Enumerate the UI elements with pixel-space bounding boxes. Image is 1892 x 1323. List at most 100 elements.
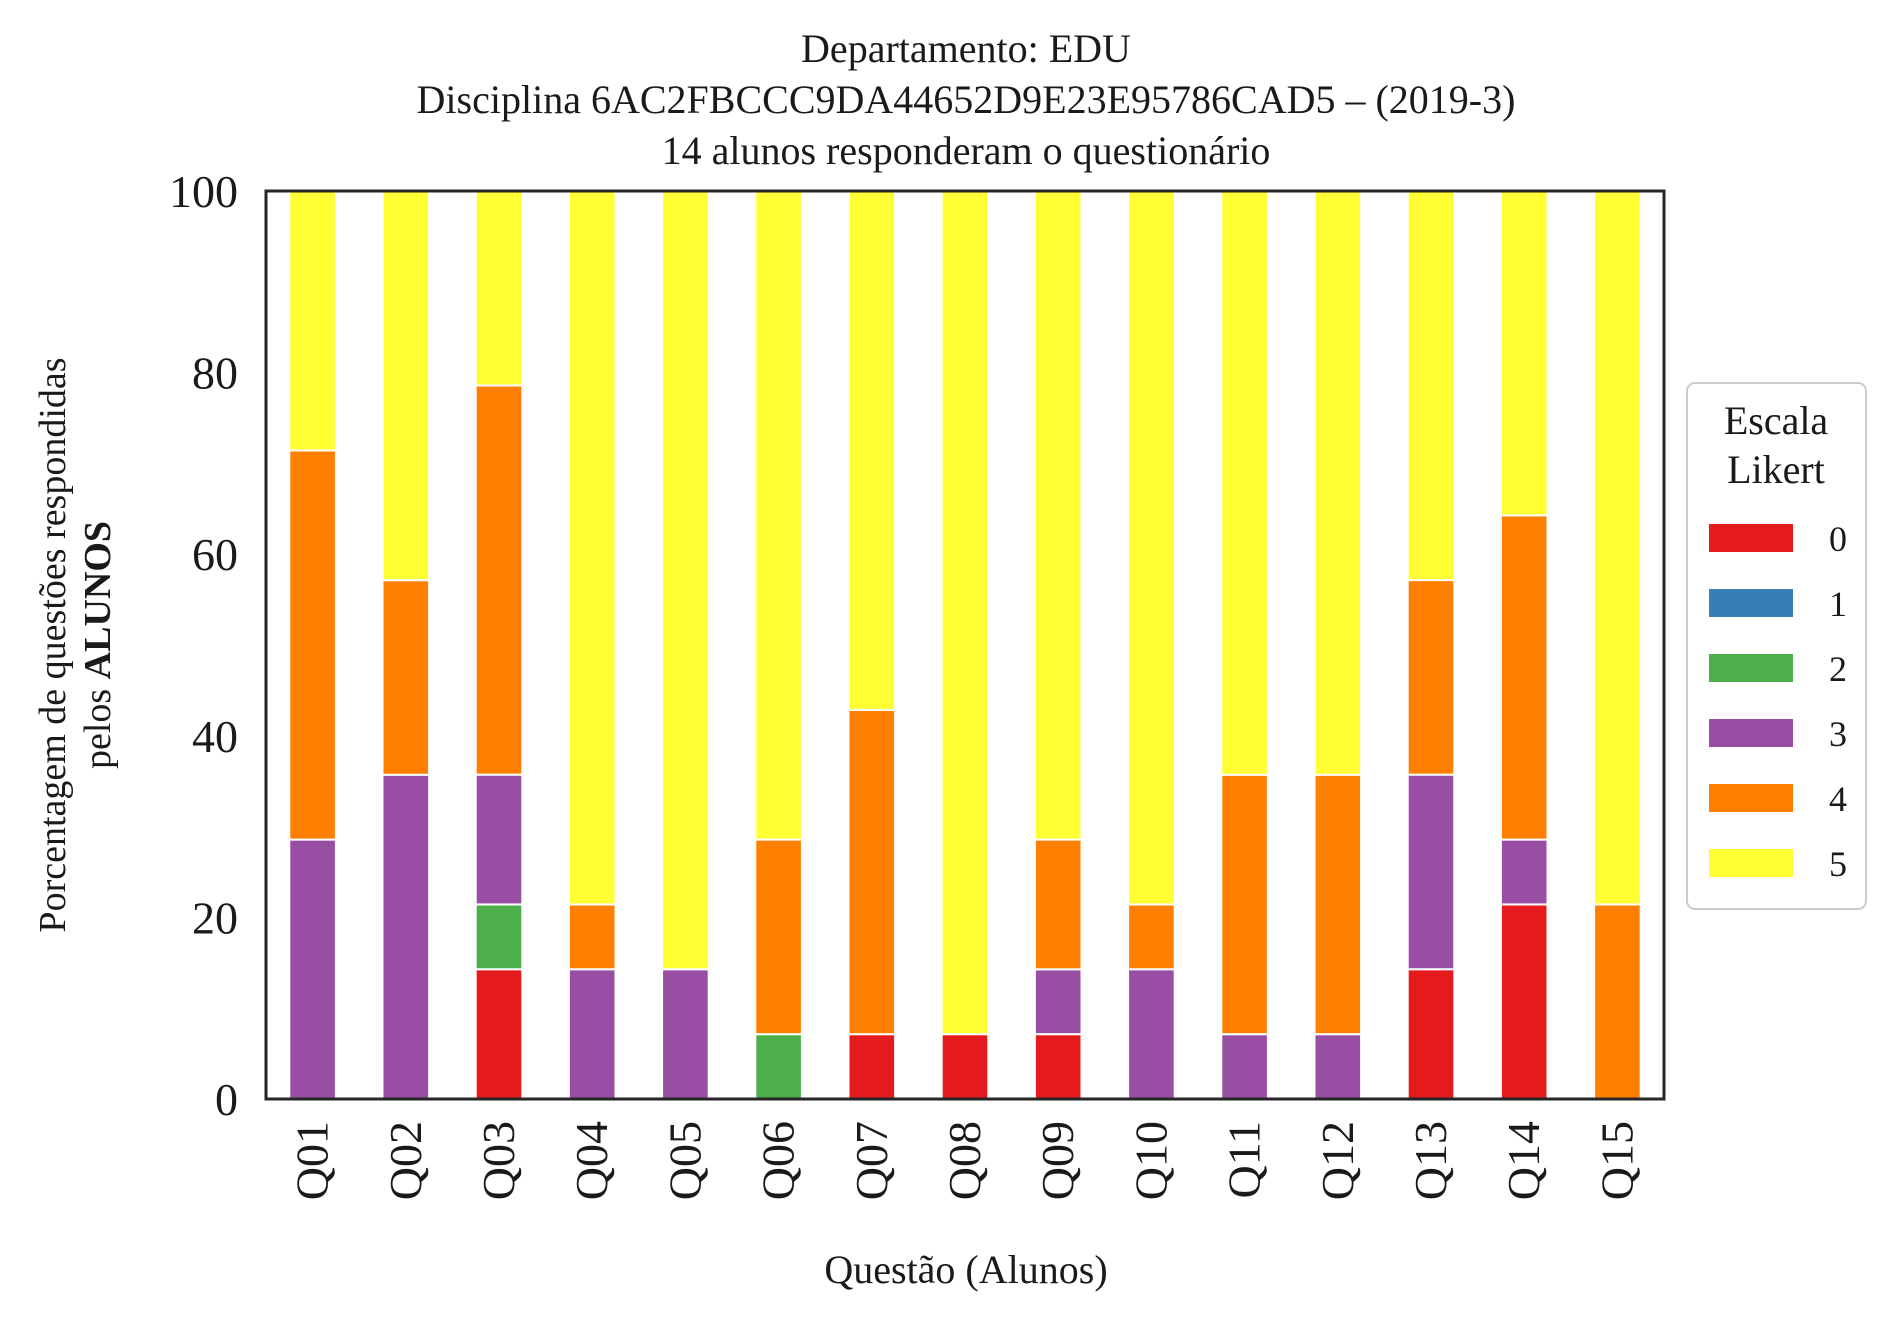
x-tick-label-q02: Q02 [380,1121,431,1200]
y-axis-ticks: 0 20 40 60 80 100 [169,166,238,1125]
x-axis-ticks: Q01 Q02 Q03 Q04 Q05 Q06 Q07 Q08 Q09 Q10 Q11 Q12 Q13 Q… [287,1121,1643,1200]
legend-swatch-5 [1709,849,1793,877]
chart-title: Departamento: EDU Disciplina 6AC2FBCCC9D… [417,26,1516,173]
x-tick-label-q10: Q10 [1125,1121,1176,1200]
bar-q10-level-3 [1127,968,1176,1100]
bar-q13-level-4 [1406,579,1456,776]
y-tick-label-100: 100 [169,166,238,217]
bar-q01-level-5 [288,190,337,452]
bar-q09-level-5 [1033,190,1083,841]
legend-label-0: 0 [1829,519,1847,559]
bar-q01-level-3 [288,838,337,1101]
legend-title-line-2: Likert [1727,447,1825,492]
x-tick-label-q14: Q14 [1498,1121,1549,1200]
bar-q05-level-5 [661,190,710,971]
bar-q11-level-5 [1220,190,1269,776]
x-tick-label-q06: Q06 [753,1121,804,1200]
legend-swatch-4 [1709,784,1793,812]
x-tick-label-q11: Q11 [1219,1121,1270,1199]
y-axis-label-line-2: pelos ALUNOS [77,521,119,769]
x-tick-label-q12: Q12 [1312,1121,1363,1200]
bar-q02-level-3 [381,773,431,1100]
legend-swatch-0 [1709,524,1793,552]
bar-q13-level-0 [1406,968,1456,1100]
y-axis-label: Porcentagem de questões respondidas pelo… [32,357,119,932]
bar-q04-level-5 [567,190,617,906]
legend: Escala Likert 0 1 2 3 4 5 [1686,382,1867,910]
x-tick-label-q13: Q13 [1405,1121,1456,1200]
y-tick-label-40: 40 [192,711,238,762]
title-line-2: Disciplina 6AC2FBCCC9DA44652D9E23E95786C… [417,77,1516,122]
legend-label-4: 4 [1829,779,1847,819]
x-tick-label-q01: Q01 [287,1121,338,1200]
bar-q14-level-5 [1499,190,1549,517]
x-tick-label-q07: Q07 [846,1121,897,1200]
bar-q06-level-4 [754,838,803,1036]
bar-q07-level-0 [847,1033,897,1101]
bar-q06-level-5 [754,190,803,841]
bar-q07-level-5 [847,190,897,711]
bar-q12-level-5 [1313,190,1363,776]
y-tick-label-60: 60 [192,529,238,580]
bar-q03-level-0 [474,968,524,1100]
bar-q12-level-4 [1313,773,1363,1036]
x-tick-label-q08: Q08 [939,1121,990,1200]
bar-q04-level-3 [567,968,617,1100]
bar-q12-level-3 [1313,1033,1363,1101]
bar-q10-level-5 [1127,190,1176,906]
bar-q04-level-4 [567,903,617,971]
legend-title-line-1: Escala [1724,398,1829,443]
legend-label-5: 5 [1829,844,1847,884]
title-line-1: Departamento: EDU [801,26,1131,71]
bar-q15-level-5 [1593,190,1642,906]
legend-swatch-3 [1709,719,1793,747]
bar-q01-level-4 [288,449,337,841]
y-axis-label-prefix: pelos [77,679,119,769]
legend-label-1: 1 [1829,584,1847,624]
bar-q05-level-3 [661,968,710,1100]
title-line-3: 14 alunos responderam o questionário [662,128,1271,173]
legend-label-2: 2 [1829,649,1847,689]
x-tick-label-q04: Q04 [566,1121,617,1200]
bar-q09-level-3 [1033,968,1083,1036]
bar-q14-level-3 [1499,838,1549,906]
bar-q11-level-3 [1220,1033,1269,1101]
y-tick-label-20: 20 [192,892,238,943]
bar-q10-level-4 [1127,903,1176,971]
bar-q09-level-0 [1033,1033,1083,1101]
legend-frame [1686,382,1867,910]
bar-q03-level-5 [474,189,524,387]
bar-q03-level-4 [474,384,524,776]
bar-q06-level-2 [754,1033,803,1101]
bar-q13-level-3 [1406,773,1456,971]
y-axis-label-line-1: Porcentagem de questões respondidas [32,357,74,932]
x-tick-label-q03: Q03 [473,1121,524,1200]
bar-q14-level-4 [1499,514,1549,841]
legend-items: 0 1 2 3 4 5 [1709,519,1847,884]
bar-q07-level-4 [847,708,897,1036]
legend-label-3: 3 [1829,714,1847,754]
bar-q11-level-4 [1220,773,1269,1036]
bar-q03-level-3 [474,773,524,906]
y-tick-label-0: 0 [215,1074,238,1125]
legend-swatch-2 [1709,654,1793,682]
bar-q02-level-4 [381,579,431,776]
bars-layer [288,189,1642,1101]
y-axis-label-bold: ALUNOS [77,521,119,679]
bar-q13-level-5 [1406,189,1456,582]
bar-q02-level-5 [381,190,431,582]
bar-q15-level-4 [1593,903,1642,1100]
bar-q08-level-0 [940,1033,990,1101]
x-axis-label: Questão (Alunos) [824,1247,1107,1292]
bar-q08-level-5 [940,190,990,1036]
bar-q03-level-2 [474,903,524,971]
x-tick-label-q09: Q09 [1032,1121,1083,1200]
legend-swatch-1 [1709,589,1793,617]
y-tick-label-80: 80 [192,348,238,399]
x-tick-label-q15: Q15 [1591,1121,1642,1200]
plot-frame [264,189,1666,1101]
bar-q09-level-4 [1033,838,1083,971]
bar-q14-level-0 [1499,903,1549,1100]
x-tick-label-q05: Q05 [659,1121,710,1200]
